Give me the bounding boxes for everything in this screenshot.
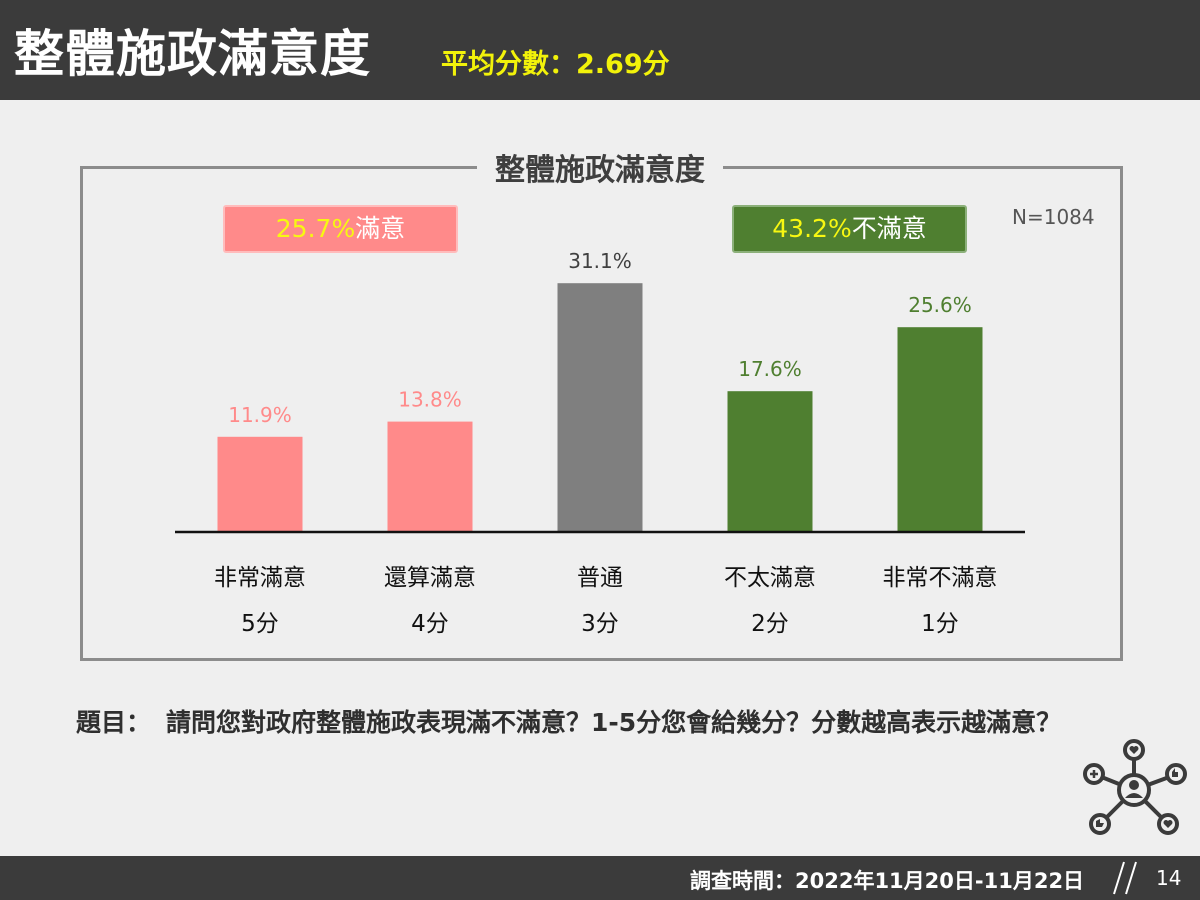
satisfied-pct: 25.7% xyxy=(275,214,356,243)
question-label: 題目： xyxy=(76,708,152,737)
data-label-5: 25.6% xyxy=(908,293,972,317)
score-label-3: 3分 xyxy=(581,611,619,637)
satisfied-word: 滿意 xyxy=(355,214,406,243)
page-number: 14 xyxy=(1156,866,1182,890)
category-label-1: 非常滿意 xyxy=(214,565,306,591)
bar-1 xyxy=(217,436,303,532)
question-text: 請問您對政府整體施政表現滿不滿意？1-5分您會給幾分？分數越高表示越滿意？ xyxy=(166,708,1062,737)
data-label-3: 31.1% xyxy=(568,249,632,273)
chart-title: 整體施政滿意度 xyxy=(0,145,1200,189)
dissatisfied-pct: 43.2% xyxy=(772,214,852,243)
bar-4 xyxy=(727,391,813,532)
satisfied-summary-badge: 25.7%滿意 xyxy=(223,205,458,253)
score-label-2: 4分 xyxy=(411,611,449,637)
data-label-2: 13.8% xyxy=(398,388,462,412)
chart-title-text: 整體施政滿意度 xyxy=(477,153,723,188)
question-block: 題目： 請問您對政府整體施政表現滿不滿意？1-5分您會給幾分？分數越高表示越滿意… xyxy=(76,704,1136,741)
data-label-4: 17.6% xyxy=(738,357,802,381)
footer-bar: 調查時間：2022年11月20日-11月22日 14 xyxy=(0,856,1200,900)
score-label-5: 1分 xyxy=(921,611,959,637)
bar-5 xyxy=(897,327,983,532)
sample-size: N=1084 xyxy=(1012,205,1095,229)
score-label-4: 2分 xyxy=(751,611,789,637)
category-label-3: 普通 xyxy=(577,565,623,591)
average-score: 平均分數：2.69分 xyxy=(441,49,670,80)
double-slash-icon xyxy=(1113,861,1137,895)
header-bar: 整體施政滿意度 平均分數：2.69分 xyxy=(0,0,1200,100)
bar-3 xyxy=(557,283,643,532)
data-label-1: 11.9% xyxy=(228,403,292,427)
page-title: 整體施政滿意度 xyxy=(14,25,371,83)
bar-2 xyxy=(387,421,473,532)
dissatisfied-summary-badge: 43.2%不滿意 xyxy=(732,205,967,253)
category-label-4: 不太滿意 xyxy=(724,565,816,591)
survey-time: 調查時間：2022年11月20日-11月22日 xyxy=(690,869,1085,893)
category-label-5: 非常不滿意 xyxy=(883,565,998,591)
dissatisfied-word: 不滿意 xyxy=(851,214,927,243)
score-label-1: 5分 xyxy=(241,611,279,637)
category-label-2: 還算滿意 xyxy=(384,565,476,591)
social-network-icon xyxy=(1083,739,1187,835)
